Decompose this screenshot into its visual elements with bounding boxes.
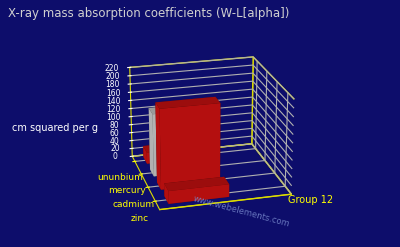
Text: Group 12: Group 12 <box>288 195 333 205</box>
Text: X-ray mass absorption coefficients (W-L[alpha]): X-ray mass absorption coefficients (W-L[… <box>8 7 289 21</box>
Text: www.webelements.com: www.webelements.com <box>192 195 291 229</box>
Text: cm squared per g: cm squared per g <box>12 124 98 133</box>
